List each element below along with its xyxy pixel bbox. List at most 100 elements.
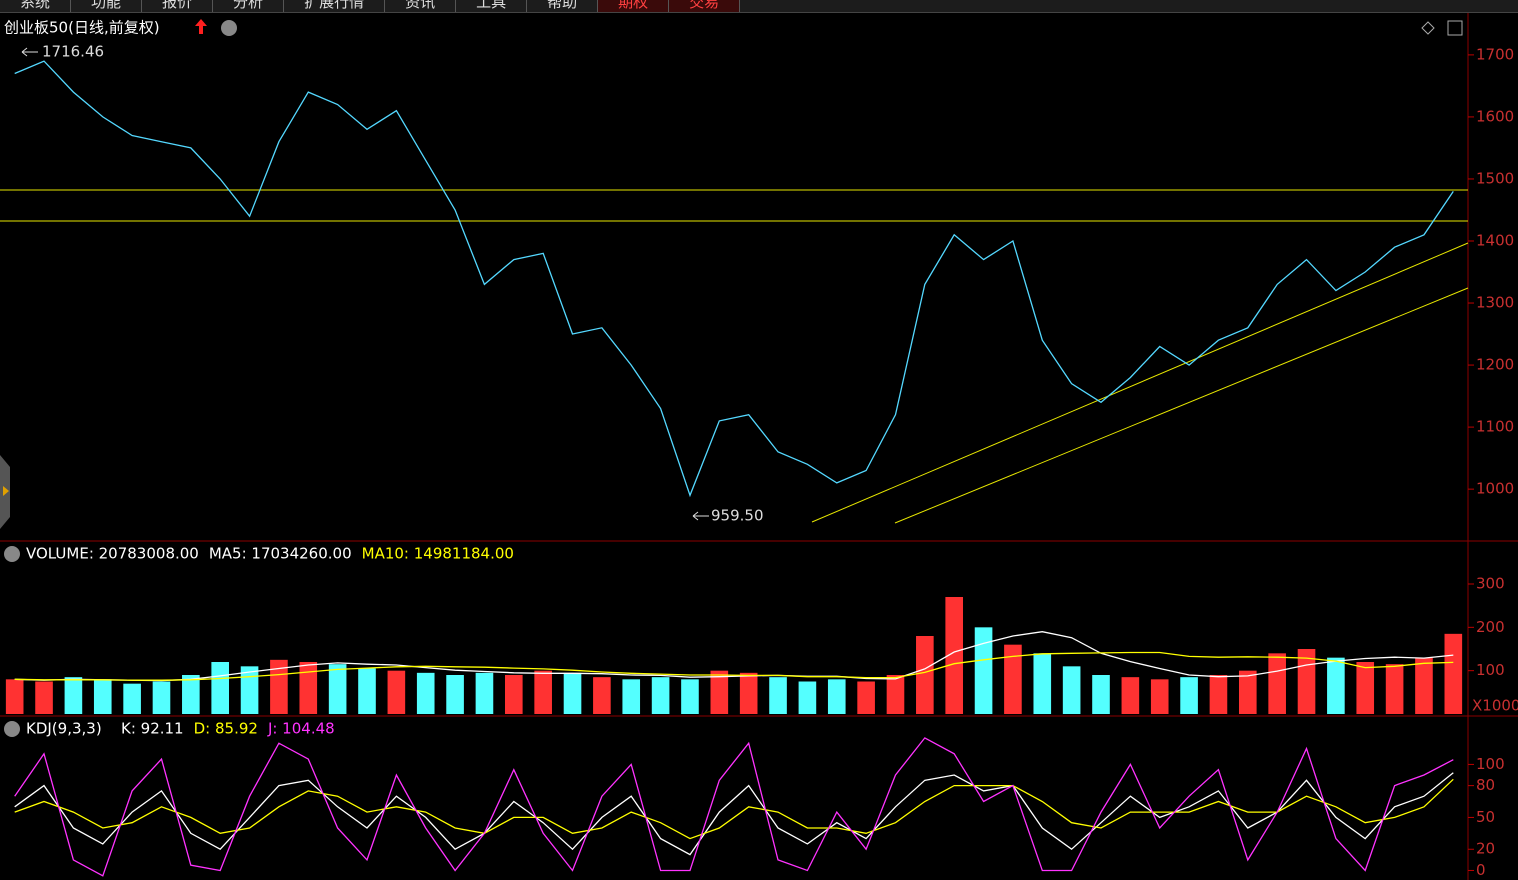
volume-bar bbox=[299, 662, 318, 714]
y-tick-label: 1600 bbox=[1476, 107, 1514, 125]
volume-bar bbox=[240, 666, 259, 714]
volume-bar bbox=[152, 681, 171, 714]
icon bbox=[195, 19, 207, 34]
menu-item[interactable]: 功能 bbox=[71, 0, 143, 12]
volume-bar bbox=[974, 627, 993, 714]
indicator-line bbox=[14, 737, 1454, 877]
annotation-arrow bbox=[21, 47, 38, 57]
menu-item[interactable]: 扩展行情 bbox=[284, 0, 386, 12]
volume-bar bbox=[1121, 677, 1140, 714]
annotation: 1716.46 bbox=[42, 43, 104, 61]
price-line bbox=[14, 60, 1454, 498]
y-tick-label: 1100 bbox=[1476, 418, 1514, 436]
volume-bar bbox=[1444, 633, 1463, 714]
y-tick-label: 20 bbox=[1476, 840, 1495, 858]
volume-bar bbox=[35, 681, 53, 714]
volume-bar bbox=[769, 677, 787, 714]
y-tick-label: 300 bbox=[1476, 575, 1505, 593]
y-tick-label: 1700 bbox=[1476, 45, 1514, 63]
volume-bar bbox=[534, 670, 552, 714]
side-tab-arrow bbox=[3, 486, 9, 496]
y-tick-label: 200 bbox=[1476, 618, 1505, 636]
volume-bar bbox=[739, 672, 758, 714]
legend-entry: MA10: 14981184.00 bbox=[362, 545, 514, 563]
legend-entry: J: 104.48 bbox=[267, 720, 335, 738]
volume-bar bbox=[504, 675, 523, 714]
icon[interactable] bbox=[4, 546, 20, 562]
legend-entry: K: 92.11 bbox=[121, 720, 184, 738]
volume-bar bbox=[446, 675, 464, 714]
volume-bar bbox=[358, 668, 376, 714]
volume-bar bbox=[1327, 657, 1345, 714]
trend-line bbox=[894, 287, 1469, 524]
volume-bar bbox=[798, 681, 817, 714]
volume-bar bbox=[387, 670, 406, 714]
menu-item[interactable]: 期权 bbox=[598, 0, 670, 12]
y-tick-label: 1000 bbox=[1476, 480, 1514, 498]
icon[interactable] bbox=[1421, 21, 1435, 35]
volume-bar bbox=[1268, 653, 1286, 714]
y-tick-label: 100 bbox=[1476, 661, 1505, 679]
volume-bar bbox=[475, 672, 494, 714]
volume-bar bbox=[563, 672, 582, 714]
volume-bar bbox=[182, 675, 200, 714]
volume-bar bbox=[1150, 679, 1169, 714]
volume-bar bbox=[1385, 664, 1404, 714]
menu-item[interactable]: 工具 bbox=[456, 0, 528, 12]
volume-bar bbox=[5, 679, 24, 714]
legend-entry: D: 85.92 bbox=[194, 720, 258, 738]
volume-bar bbox=[651, 677, 670, 714]
volume-bar bbox=[123, 683, 141, 714]
y-tick-label: 1400 bbox=[1476, 231, 1514, 249]
volume-bar bbox=[886, 675, 905, 714]
y-tick-label: 1200 bbox=[1476, 356, 1514, 374]
y-tick-label: 80 bbox=[1476, 776, 1495, 794]
volume-bar bbox=[827, 679, 846, 714]
indicator-line bbox=[14, 778, 1454, 840]
volume-bar bbox=[416, 672, 435, 714]
volume-bar bbox=[622, 679, 641, 714]
legend-entry: VOLUME: 20783008.00 bbox=[26, 545, 199, 563]
y-tick-label: 1500 bbox=[1476, 169, 1514, 187]
icon[interactable] bbox=[1447, 20, 1463, 36]
volume-bar bbox=[211, 662, 230, 714]
panel-title: 创业板50(日线,前复权) bbox=[4, 19, 160, 37]
icon[interactable] bbox=[4, 721, 20, 737]
volume-bar bbox=[1356, 662, 1375, 714]
volume-bar bbox=[916, 636, 934, 714]
volume-bar bbox=[1033, 653, 1052, 714]
menu-item[interactable]: 系统 bbox=[0, 0, 72, 12]
icon[interactable] bbox=[221, 20, 237, 36]
y-tick-label: 0 bbox=[1476, 861, 1486, 879]
y-tick-label: 50 bbox=[1476, 808, 1495, 826]
volume-bar bbox=[1180, 677, 1198, 714]
volume-bar bbox=[1238, 670, 1257, 714]
volume-bar bbox=[1004, 644, 1022, 714]
annotation: 959.50 bbox=[711, 507, 764, 525]
volume-bar bbox=[93, 679, 112, 714]
volume-bar bbox=[328, 664, 347, 714]
indicator-line bbox=[14, 651, 1454, 681]
volume-bar bbox=[710, 670, 729, 714]
background bbox=[0, 13, 1518, 880]
volume-bar bbox=[945, 597, 964, 714]
volume-bar bbox=[1209, 675, 1228, 714]
volume-bar bbox=[593, 677, 611, 714]
legend-entry: MA5: 17034260.00 bbox=[209, 545, 352, 563]
volume-bar bbox=[1092, 675, 1110, 714]
menu-item[interactable]: 分析 bbox=[213, 0, 285, 12]
volume-bar bbox=[1062, 666, 1081, 714]
panel-title: KDJ(9,3,3) bbox=[26, 720, 102, 738]
indicator-line bbox=[14, 772, 1454, 856]
menu-item[interactable]: 报价 bbox=[142, 0, 214, 12]
annotation-arrow bbox=[692, 511, 709, 521]
menu-item[interactable]: 帮助 bbox=[527, 0, 599, 12]
menu-bar: 系统 功能 报价 分析 扩展行情 资讯 工具 帮助 期权 交易 bbox=[0, 0, 1518, 13]
y-tick-label: 100 bbox=[1476, 755, 1505, 773]
menu-item[interactable]: 交易 bbox=[669, 0, 741, 12]
menu-item[interactable]: 资讯 bbox=[385, 0, 457, 12]
volume-bar bbox=[270, 659, 288, 714]
chart: 10001100120013001400150016001700创业板50(日线… bbox=[0, 13, 1518, 880]
volume-bar bbox=[681, 679, 699, 714]
